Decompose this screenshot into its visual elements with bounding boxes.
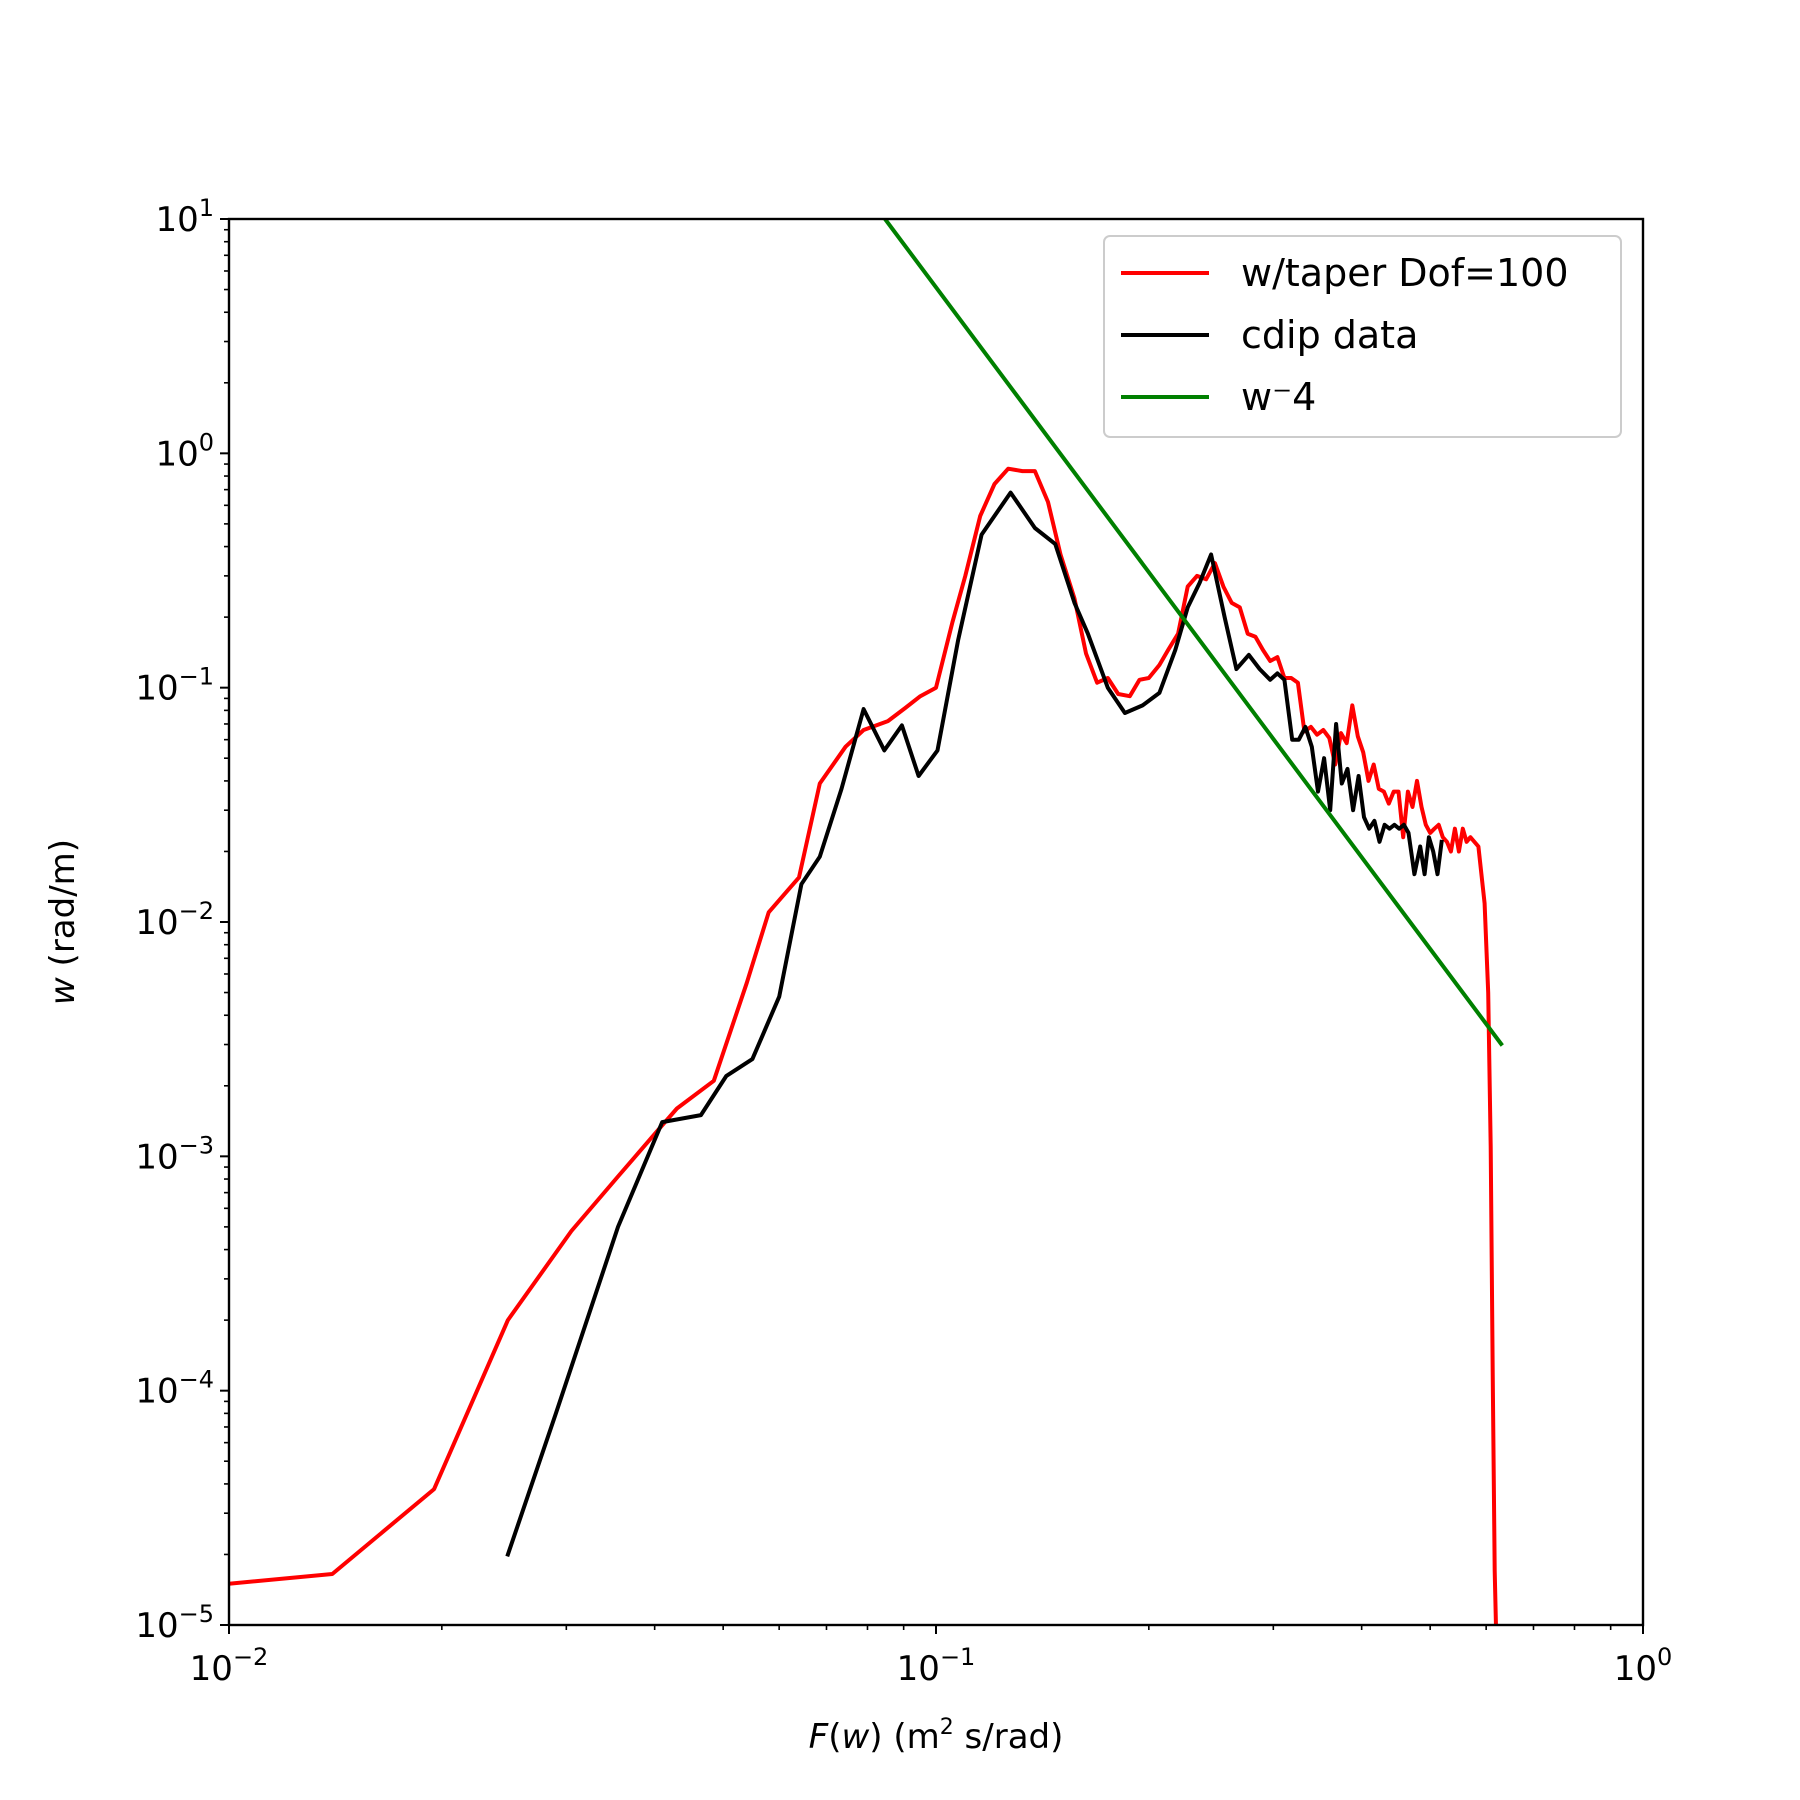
series-layer [229,219,1504,1625]
y-tick-label: 10−3 [135,1131,214,1177]
legend-label-taper: w/taper Dof=100 [1241,251,1569,295]
series-line-w4 [882,219,1504,1047]
series-line-cdip [505,490,1444,1558]
y-axis-label: w (rad/m) [43,839,83,1005]
x-tick-label: 100 [1614,1643,1673,1689]
legend-label-w4: w⁻4 [1241,375,1316,419]
y-tick-label: 10−5 [135,1600,214,1646]
plot-area [229,219,1643,1625]
plot-frame [227,217,1645,1627]
x-tick-label: 10−2 [190,1643,269,1689]
y-tick-label: 10−4 [135,1366,214,1412]
series-line-taper [229,466,1498,1625]
y-tick-labels: 10−5 10−4 10−3 10−2 10−1 100 101 [135,194,214,1646]
y-tick-label: 101 [155,194,214,240]
legend: w/taper Dof=100 cdip data w⁻4 [1103,235,1622,438]
major-ticks [220,218,1644,1634]
x-tick-labels: 10−2 10−1 100 [190,1643,1673,1689]
y-tick-label: 10−1 [135,663,214,709]
legend-frame [1103,235,1622,438]
legend-label-cdip: cdip data [1241,313,1418,357]
y-tick-label: 100 [155,428,214,474]
x-tick-label: 10−1 [897,1643,976,1689]
x-axis-label: F(w) (m2 s/rad) [809,1715,1064,1757]
y-tick-label: 10−2 [135,897,214,943]
